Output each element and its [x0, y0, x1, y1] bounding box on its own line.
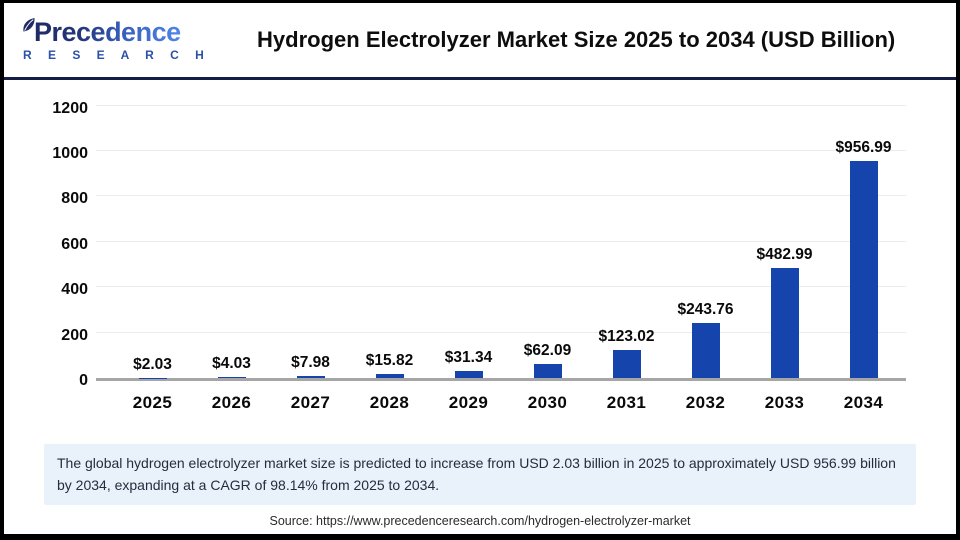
y-axis-tick-label: 800	[61, 190, 88, 208]
x-axis-label: 2031	[606, 393, 647, 412]
bar-column-2028: $15.82 2028	[350, 80, 429, 412]
x-axis-label: 2033	[764, 393, 805, 412]
bar-column-2034: $956.99 2034	[824, 80, 903, 412]
bar-2033	[770, 268, 799, 378]
header: Precedence R E S E A R C H Hydrogen Elec…	[4, 3, 956, 80]
value-label: $956.99	[835, 138, 892, 156]
value-label: $62.09	[523, 341, 572, 359]
x-axis-label: 2027	[290, 393, 331, 412]
bar-column-2032: $243.76 2032	[666, 80, 745, 412]
bar-column-2025: $2.03 2025	[113, 80, 192, 413]
value-label: $243.76	[677, 300, 734, 318]
gridline	[96, 331, 906, 333]
y-axis-tick-label: 200	[61, 326, 88, 344]
y-axis-tick-label: 0	[79, 372, 88, 389]
bar-2031	[612, 350, 641, 378]
x-axis-label: 2028	[369, 393, 410, 412]
bar-2034	[849, 160, 878, 378]
value-label: $15.82	[365, 352, 414, 370]
y-axis-tick-label: 600	[61, 235, 88, 253]
bar-column-2030: $62.09 2030	[508, 80, 587, 412]
brand-name: Precedence	[34, 16, 181, 47]
bar-2028	[375, 374, 404, 378]
bar-column-2031: $123.02 2031	[587, 80, 666, 412]
x-axis-label: 2034	[843, 393, 884, 412]
y-axis-labels: 0 200 400 600 800 1000 1200	[4, 80, 88, 388]
value-label: $4.03	[212, 355, 251, 373]
leaf-icon	[20, 17, 37, 43]
value-label: $123.02	[598, 328, 655, 346]
summary-callout: The global hydrogen electrolyzer market …	[44, 444, 916, 506]
source-line: Source: https://www.precedenceresearch.c…	[269, 514, 691, 529]
bar-2032	[691, 322, 720, 378]
bar-column-2027: $7.98 2027	[271, 80, 350, 412]
x-axis-label: 2030	[527, 393, 568, 412]
x-axis-label: 2029	[448, 393, 489, 412]
plot-area: $2.03 2025 $4.03 2026 $7.98 2027 $15.82 2028 $31…	[96, 80, 906, 413]
value-label: $2.03	[133, 355, 172, 373]
bar-chart: 0 200 400 600 800 1000 1200 $2.03 2025 $4.03 2026…	[4, 80, 956, 432]
bar-2029	[454, 370, 483, 378]
bars: $2.03 2025 $4.03 2026 $7.98 2027 $15.82 2028 $31…	[113, 80, 903, 413]
value-label: $31.34	[444, 348, 493, 366]
gridline	[96, 240, 906, 242]
gridline	[96, 195, 906, 197]
x-axis-label: 2032	[685, 393, 726, 412]
bar-2030	[533, 363, 562, 378]
x-axis-label: 2026	[211, 393, 252, 412]
y-axis-tick-label: 400	[61, 281, 88, 299]
chart-title: Hydrogen Electrolyzer Market Size 2025 t…	[257, 27, 896, 52]
bar-2026	[217, 377, 246, 378]
brand-logo: Precedence R E S E A R C H	[4, 16, 211, 62]
x-axis-label: 2025	[132, 393, 173, 412]
gridline	[96, 104, 906, 106]
brand-subtitle: R E S E A R C H	[23, 47, 211, 62]
bar-2027	[296, 376, 325, 378]
gridline	[96, 150, 906, 151]
y-axis-tick-label: 1000	[52, 145, 88, 162]
value-label: $7.98	[291, 354, 330, 372]
bar-column-2033: $482.99 2033	[745, 80, 824, 412]
bar-column-2029: $31.34 2029	[429, 80, 508, 412]
bar-column-2026: $4.03 2026	[192, 80, 271, 412]
value-label: $482.99	[756, 246, 813, 264]
y-axis-tick-label: 1200	[52, 99, 88, 117]
gridline	[96, 286, 906, 288]
